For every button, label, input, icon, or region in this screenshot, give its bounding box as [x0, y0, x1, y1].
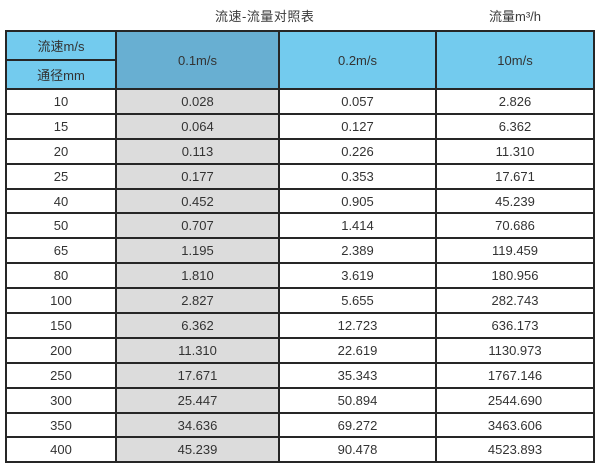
- value-cell: 282.743: [435, 287, 595, 315]
- value-cell: 17.671: [435, 162, 595, 190]
- diameter-cell: 65: [5, 237, 117, 265]
- table-row: 350 34.636 69.272 3463.606: [5, 411, 595, 439]
- value-cell: 5.655: [278, 287, 437, 315]
- column-header-0.2ms: 0.2m/s: [278, 30, 437, 90]
- diameter-cell: 50: [5, 212, 117, 240]
- corner-cell-diameter: 通径mm: [5, 59, 117, 90]
- table-row: 300 25.447 50.894 2544.690: [5, 386, 595, 414]
- table-row: 25 0.177 0.353 17.671: [5, 162, 595, 190]
- value-cell: 45.239: [115, 436, 280, 464]
- value-cell: 50.894: [278, 386, 437, 414]
- table-row: 80 1.810 3.619 180.956: [5, 262, 595, 290]
- value-cell: 0.353: [278, 162, 437, 190]
- table-header: 流速m/s 0.1m/s 0.2m/s 10m/s 通径mm: [5, 30, 595, 90]
- value-cell: 180.956: [435, 262, 595, 290]
- diameter-cell: 300: [5, 386, 117, 414]
- column-header-10ms: 10m/s: [435, 30, 595, 90]
- value-cell: 0.226: [278, 137, 437, 165]
- page-title: 流速-流量对照表: [215, 9, 315, 24]
- value-cell: 1.810: [115, 262, 280, 290]
- value-cell: 636.173: [435, 312, 595, 339]
- column-header-0.1ms: 0.1m/s: [115, 30, 280, 90]
- diameter-cell: 40: [5, 187, 117, 215]
- value-cell: 0.028: [115, 88, 280, 115]
- value-cell: 6.362: [115, 312, 280, 339]
- table-row: 15 0.064 0.127 6.362: [5, 112, 595, 140]
- table-row: 200 11.310 22.619 1130.973: [5, 336, 595, 364]
- diameter-cell: 200: [5, 336, 117, 364]
- table-row: 10 0.028 0.057 2.826: [5, 88, 595, 115]
- diameter-cell: 250: [5, 361, 117, 389]
- title-bar: 流速-流量对照表 流量m³/h: [0, 0, 600, 30]
- value-cell: 6.362: [435, 112, 595, 140]
- value-cell: 1767.146: [435, 361, 595, 389]
- value-cell: 11.310: [115, 336, 280, 364]
- value-cell: 3463.606: [435, 411, 595, 439]
- value-cell: 45.239: [435, 187, 595, 215]
- table-body: 10 0.028 0.057 2.826 15 0.064 0.127 6.362 20 0.11…: [5, 88, 595, 464]
- diameter-cell: 10: [5, 88, 117, 115]
- value-cell: 119.459: [435, 237, 595, 265]
- value-cell: 17.671: [115, 361, 280, 389]
- value-cell: 2544.690: [435, 386, 595, 414]
- value-cell: 2.826: [435, 88, 595, 115]
- value-cell: 1.195: [115, 237, 280, 265]
- value-cell: 12.723: [278, 312, 437, 339]
- diameter-cell: 400: [5, 436, 117, 464]
- value-cell: 35.343: [278, 361, 437, 389]
- diameter-cell: 150: [5, 312, 117, 339]
- value-cell: 1130.973: [435, 336, 595, 364]
- value-cell: 90.478: [278, 436, 437, 464]
- diameter-cell: 20: [5, 137, 117, 165]
- flow-unit-label: 流量m³/h: [489, 9, 542, 24]
- table-row: 100 2.827 5.655 282.743: [5, 287, 595, 315]
- table-row: 150 6.362 12.723 636.173: [5, 312, 595, 339]
- table-row: 250 17.671 35.343 1767.146: [5, 361, 595, 389]
- flow-rate-table: 流速m/s 0.1m/s 0.2m/s 10m/s 通径mm 10 0.028 0.…: [5, 30, 595, 464]
- value-cell: 4523.893: [435, 436, 595, 464]
- value-cell: 3.619: [278, 262, 437, 290]
- table-row: 20 0.113 0.226 11.310: [5, 137, 595, 165]
- value-cell: 0.057: [278, 88, 437, 115]
- value-cell: 69.272: [278, 411, 437, 439]
- value-cell: 2.389: [278, 237, 437, 265]
- diameter-cell: 100: [5, 287, 117, 315]
- value-cell: 0.064: [115, 112, 280, 140]
- value-cell: 0.452: [115, 187, 280, 215]
- value-cell: 0.707: [115, 212, 280, 240]
- table-row: 50 0.707 1.414 70.686: [5, 212, 595, 240]
- value-cell: 0.113: [115, 137, 280, 165]
- table-row: 65 1.195 2.389 119.459: [5, 237, 595, 265]
- value-cell: 0.177: [115, 162, 280, 190]
- value-cell: 0.905: [278, 187, 437, 215]
- value-cell: 34.636: [115, 411, 280, 439]
- value-cell: 0.127: [278, 112, 437, 140]
- diameter-cell: 350: [5, 411, 117, 439]
- diameter-cell: 80: [5, 262, 117, 290]
- diameter-cell: 15: [5, 112, 117, 140]
- value-cell: 1.414: [278, 212, 437, 240]
- table-row: 400 45.239 90.478 4523.893: [5, 436, 595, 464]
- value-cell: 22.619: [278, 336, 437, 364]
- value-cell: 70.686: [435, 212, 595, 240]
- value-cell: 2.827: [115, 287, 280, 315]
- diameter-cell: 25: [5, 162, 117, 190]
- value-cell: 11.310: [435, 137, 595, 165]
- table-row: 40 0.452 0.905 45.239: [5, 187, 595, 215]
- value-cell: 25.447: [115, 386, 280, 414]
- corner-cell-velocity: 流速m/s: [5, 30, 117, 61]
